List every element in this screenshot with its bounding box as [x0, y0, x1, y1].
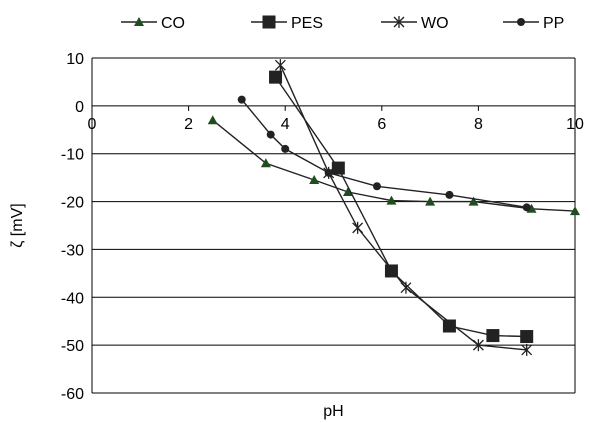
y-tick-label: -40 [61, 290, 84, 307]
plot-frame [91, 58, 576, 393]
y-tick-label: 10 [66, 51, 84, 68]
data-point-pp [237, 95, 246, 104]
data-point-wo [274, 59, 286, 72]
y-tick-label: -50 [61, 338, 84, 355]
series-pp [237, 95, 531, 212]
legend-label-co: CO [161, 15, 185, 32]
x-tick-label: 0 [88, 116, 97, 133]
x-tick-label: 10 [566, 116, 584, 133]
gridlines [92, 57, 575, 394]
data-point-co [207, 115, 218, 125]
y-tick-label: -10 [61, 147, 84, 164]
data-point-pp [522, 203, 531, 212]
data-point-pes [269, 70, 283, 84]
legend-marker-co [134, 17, 144, 26]
data-point-wo [352, 221, 364, 234]
legend-marker-wo [393, 16, 405, 28]
data-point-pp [281, 144, 290, 153]
y-tick-label: -20 [61, 195, 84, 212]
data-point-co [468, 196, 479, 206]
legend-item-co: CO [121, 15, 185, 32]
legend-label-pp: PP [543, 15, 564, 32]
legend-label-wo: WO [421, 15, 449, 32]
data-point-co [342, 187, 353, 196]
y-axis-label: ζ [mV] [9, 203, 26, 247]
data-point-wo [521, 343, 533, 356]
y-tick-label: 0 [75, 99, 84, 116]
x-tick-label: 8 [474, 116, 483, 133]
data-point-pp [372, 182, 381, 191]
data-point-wo [400, 281, 412, 294]
data-point-pes [520, 330, 534, 344]
data-point-pes [486, 329, 500, 343]
x-tick-labels: 0 2 4 6 8 10 [88, 105, 584, 133]
legend-marker-pp [517, 18, 525, 26]
series-layer [207, 59, 580, 356]
legend-label-pes: PES [291, 15, 323, 32]
data-point-co [309, 175, 320, 185]
legend: CO PES WO PP [121, 15, 564, 32]
legend-item-pes: PES [251, 15, 323, 32]
x-axis-label: pH [323, 403, 343, 420]
series-wo [274, 59, 533, 356]
data-point-co [260, 158, 271, 168]
series-line-wo [279, 64, 527, 351]
series-pes [269, 70, 534, 344]
y-tick-labels: 10 0 -10 -20 -30 -40 -50 -60 [61, 51, 84, 403]
data-point-co [386, 195, 397, 205]
legend-marker-pes [262, 15, 276, 29]
data-point-pp [324, 168, 333, 177]
data-point-wo [472, 339, 484, 352]
data-point-pp [266, 130, 275, 139]
x-tick-label: 4 [281, 116, 290, 133]
series-co [207, 115, 580, 216]
data-point-pes [442, 319, 456, 333]
data-point-pes [331, 161, 345, 175]
legend-item-wo: WO [381, 15, 449, 32]
y-tick-label: -60 [61, 386, 84, 403]
y-tick-label: -30 [61, 242, 84, 259]
data-point-co [425, 196, 436, 206]
data-point-co [570, 206, 580, 216]
x-tick-label: 2 [184, 116, 193, 133]
x-tick-label: 6 [377, 116, 386, 133]
legend-item-pp: PP [503, 15, 564, 32]
data-point-pp [445, 190, 454, 199]
